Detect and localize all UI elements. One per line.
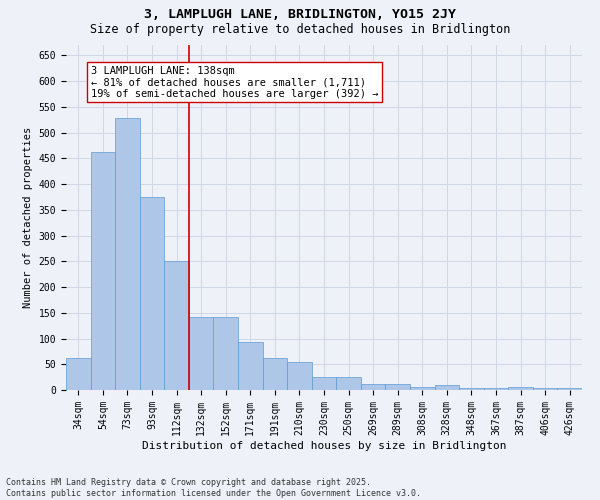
Bar — [410, 387, 434, 390]
Bar — [140, 197, 164, 390]
Y-axis label: Number of detached properties: Number of detached properties — [23, 127, 33, 308]
Bar — [312, 377, 336, 390]
Bar — [484, 388, 508, 390]
Bar — [557, 388, 582, 390]
Bar — [115, 118, 140, 390]
Bar — [214, 318, 238, 390]
X-axis label: Distribution of detached houses by size in Bridlington: Distribution of detached houses by size … — [142, 440, 506, 450]
Bar — [66, 358, 91, 390]
Text: 3, LAMPLUGH LANE, BRIDLINGTON, YO15 2JY: 3, LAMPLUGH LANE, BRIDLINGTON, YO15 2JY — [144, 8, 456, 20]
Bar — [336, 377, 361, 390]
Bar — [361, 384, 385, 390]
Bar — [263, 358, 287, 390]
Text: Size of property relative to detached houses in Bridlington: Size of property relative to detached ho… — [90, 22, 510, 36]
Bar — [287, 362, 312, 390]
Text: Contains HM Land Registry data © Crown copyright and database right 2025.
Contai: Contains HM Land Registry data © Crown c… — [6, 478, 421, 498]
Bar — [385, 384, 410, 390]
Text: 3 LAMPLUGH LANE: 138sqm
← 81% of detached houses are smaller (1,711)
19% of semi: 3 LAMPLUGH LANE: 138sqm ← 81% of detache… — [91, 66, 378, 99]
Bar — [459, 388, 484, 390]
Bar — [533, 388, 557, 390]
Bar — [238, 342, 263, 390]
Bar — [508, 387, 533, 390]
Bar — [91, 152, 115, 390]
Bar — [434, 385, 459, 390]
Bar — [189, 318, 214, 390]
Bar — [164, 262, 189, 390]
